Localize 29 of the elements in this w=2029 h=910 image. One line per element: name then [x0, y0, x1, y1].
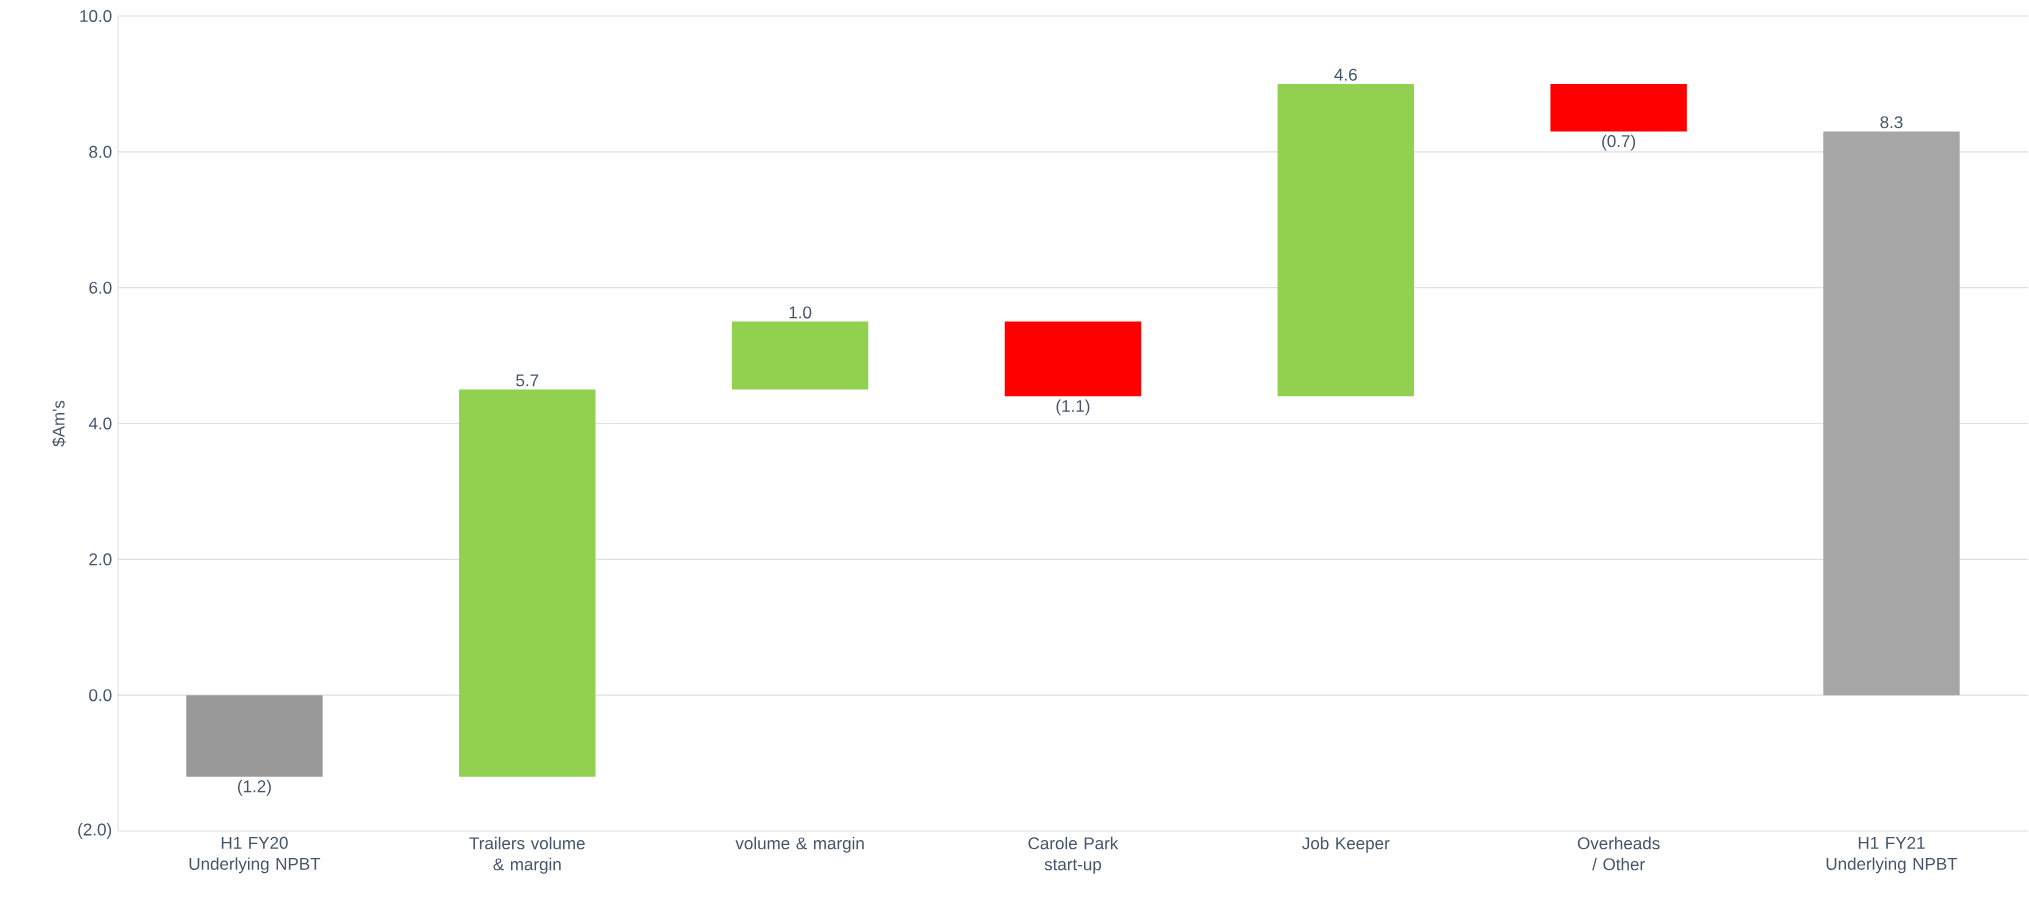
y-tick-label: 4.0 [88, 417, 112, 430]
x-tick-label: Trailers volume & margin [469, 836, 585, 874]
x-tick-label: Overheads / Other [1577, 836, 1660, 871]
bar [186, 695, 323, 777]
bar [1823, 131, 1960, 696]
data-label: 1.0 [789, 306, 812, 319]
x-tick-label: Job Keeper [1302, 836, 1390, 853]
data-label: 8.3 [1880, 116, 1903, 129]
data-label: (0.7) [1602, 134, 1636, 151]
y-tick-label: 2.0 [89, 553, 112, 566]
y-tick-label: 10.0 [80, 9, 112, 23]
data-label: (1.2) [238, 779, 271, 796]
data-label: 5.7 [516, 374, 539, 387]
y-tick-label: 0.0 [89, 689, 112, 702]
data-label: 4.6 [1334, 68, 1357, 81]
y-tick-label: 8.0 [89, 145, 112, 158]
y-axis-title: $Am's [51, 400, 66, 447]
y-tick-label: (2.0) [78, 823, 112, 839]
y-tick-label: 6.0 [89, 281, 112, 294]
x-tick-label: Carole Park start-up [1028, 836, 1119, 874]
x-tick-label: H1 FY21 Underlying NPBT [1826, 836, 1958, 874]
x-tick-label: volume & margin [735, 836, 864, 853]
data-label: (1.1) [1056, 399, 1090, 416]
bar [731, 321, 869, 390]
bar [459, 389, 596, 777]
x-tick-label: H1 FY20 Underlying NPBT [189, 836, 321, 874]
bar [1277, 83, 1415, 397]
bar [1004, 321, 1142, 397]
bar [1550, 83, 1687, 132]
